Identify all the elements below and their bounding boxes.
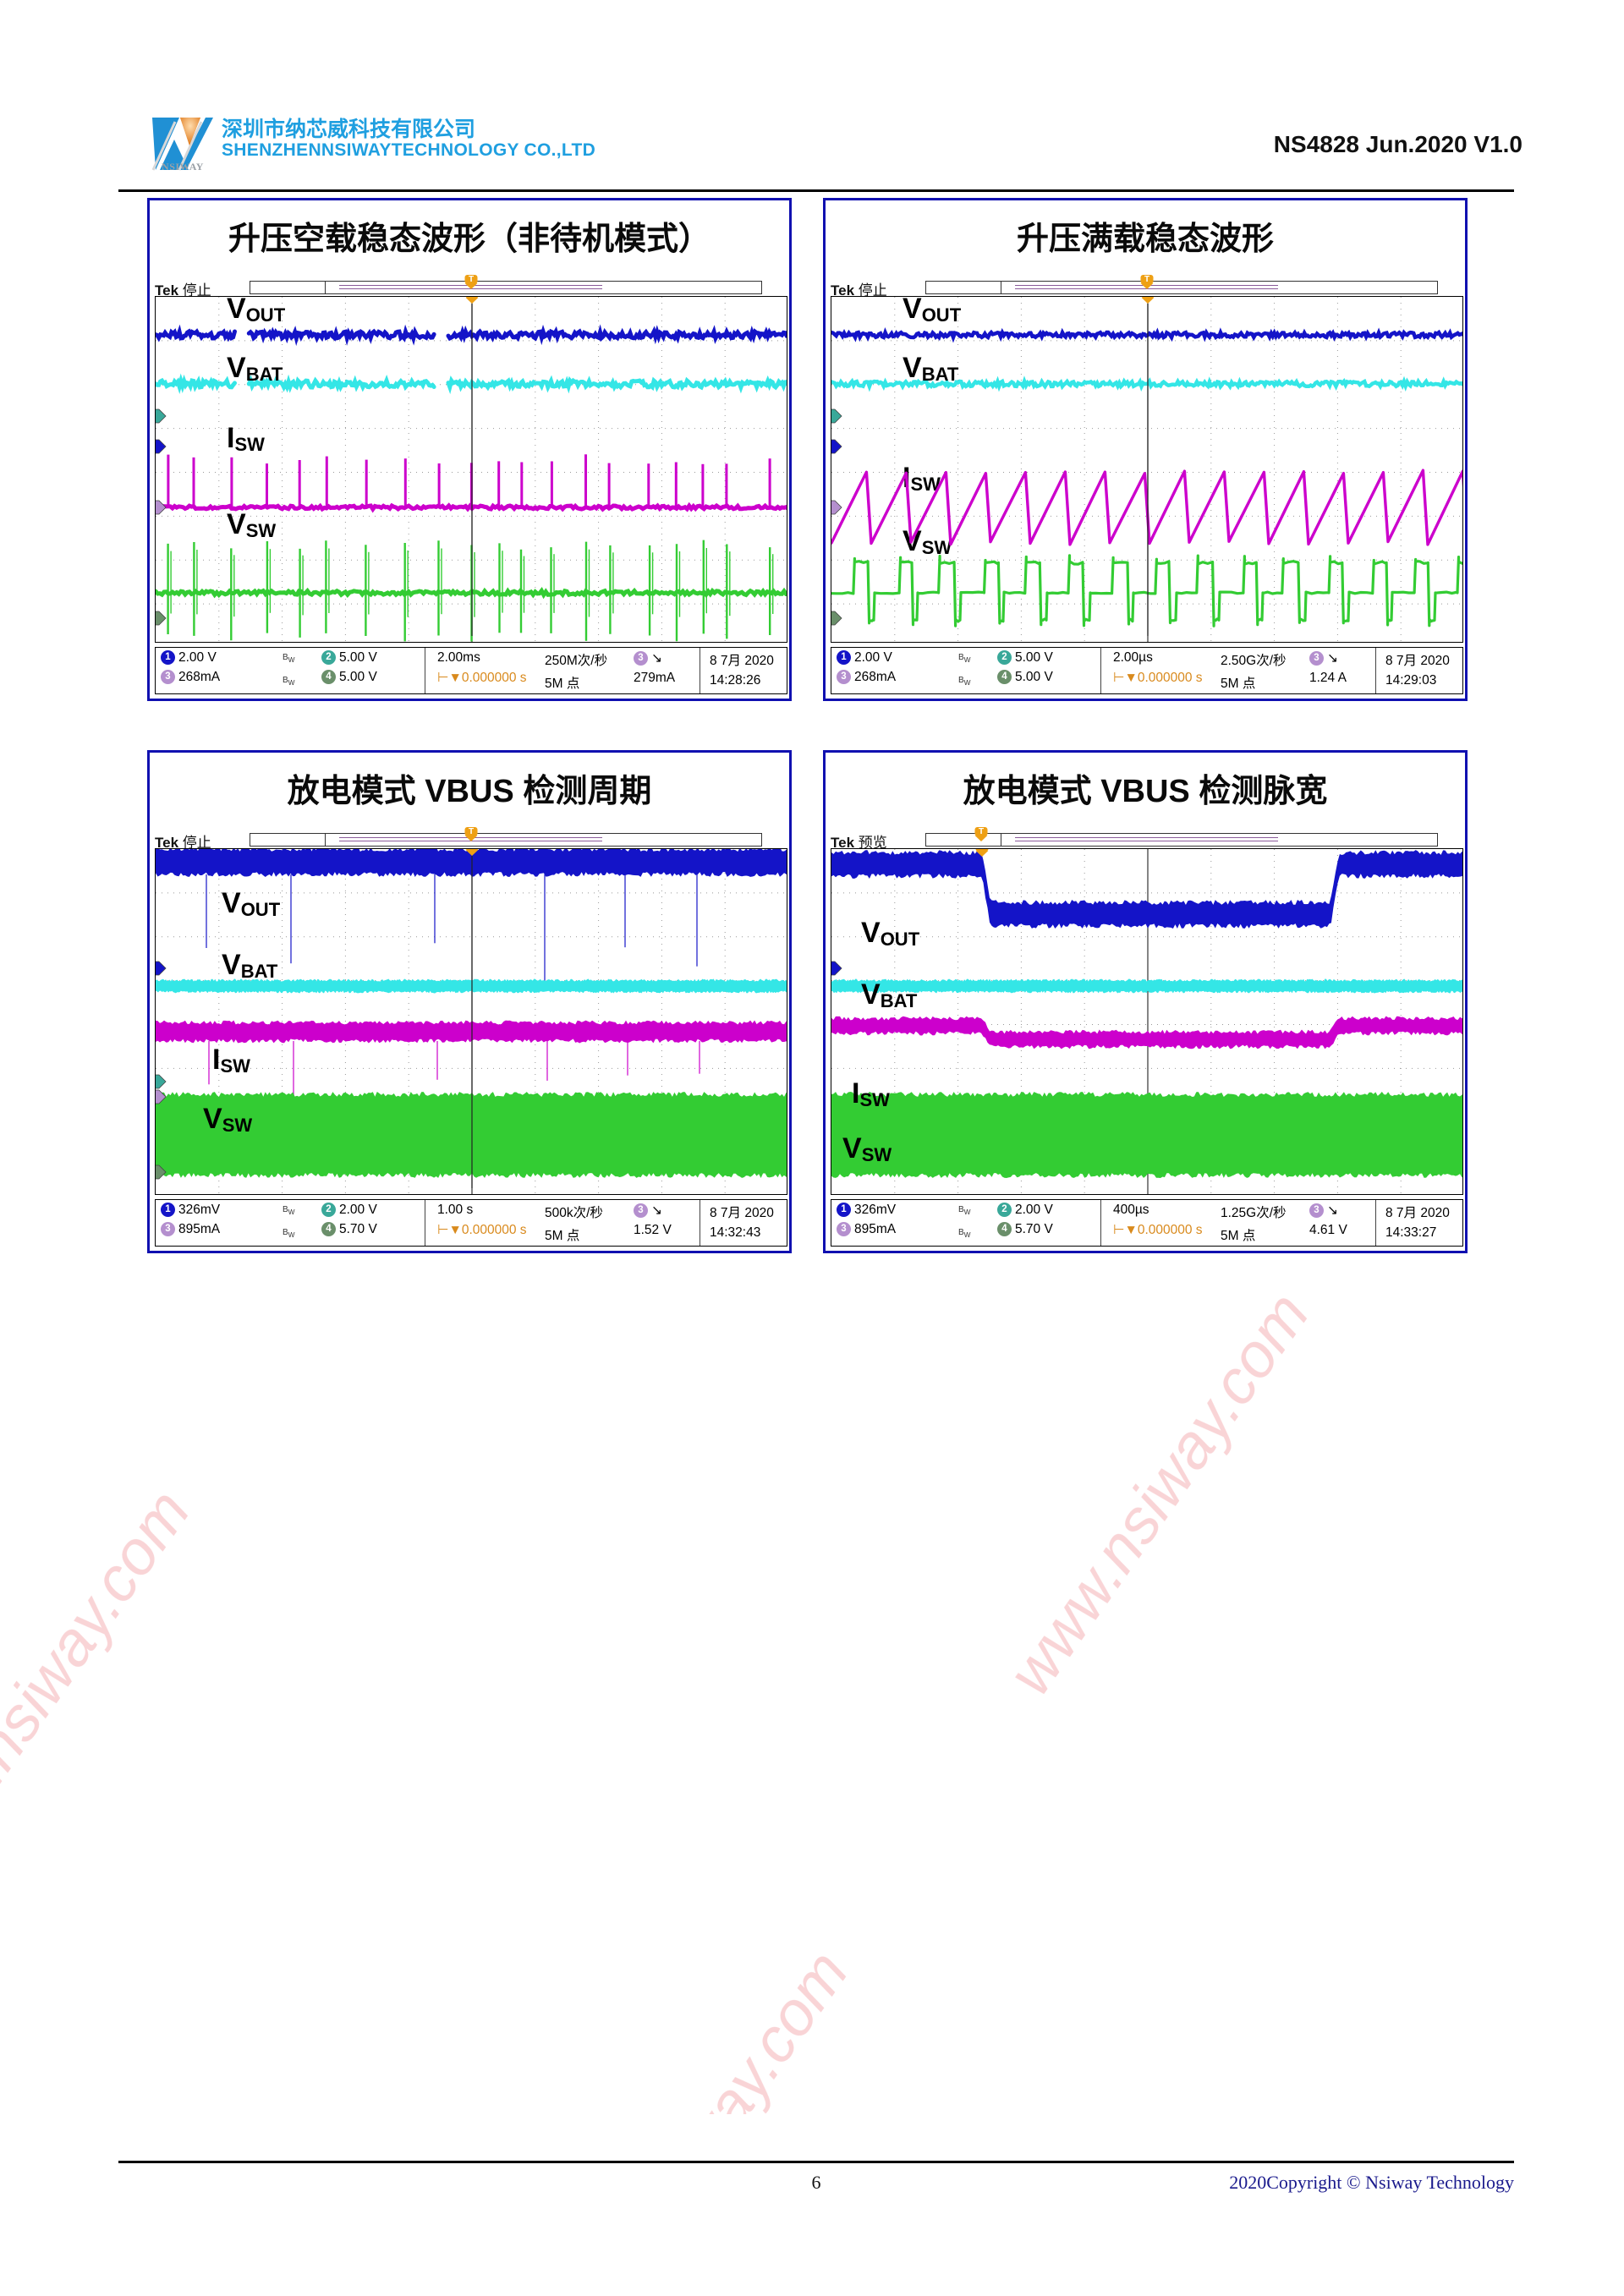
svg-text:VBAT: VBAT	[903, 352, 959, 385]
svg-text:ISW: ISW	[227, 422, 265, 455]
svg-text:VBAT: VBAT	[222, 949, 278, 982]
svg-text:T: T	[469, 827, 474, 836]
svg-text:T: T	[469, 296, 475, 299]
svg-text:ISW: ISW	[852, 1077, 890, 1110]
svg-text:ISW: ISW	[212, 1044, 250, 1077]
svg-text:VOUT: VOUT	[222, 887, 281, 920]
svg-text:VBAT: VBAT	[227, 352, 283, 385]
svg-text:T: T	[1145, 296, 1150, 299]
svg-text:VOUT: VOUT	[227, 297, 286, 326]
svg-text:T: T	[979, 827, 984, 836]
svg-text:T: T	[469, 848, 475, 851]
svg-text:T: T	[979, 848, 985, 852]
svg-text:T: T	[469, 275, 474, 284]
svg-text:T: T	[1144, 275, 1149, 284]
svg-text:VOUT: VOUT	[861, 917, 920, 950]
svg-text:VSW: VSW	[227, 508, 276, 541]
svg-text:VOUT: VOUT	[903, 297, 962, 326]
